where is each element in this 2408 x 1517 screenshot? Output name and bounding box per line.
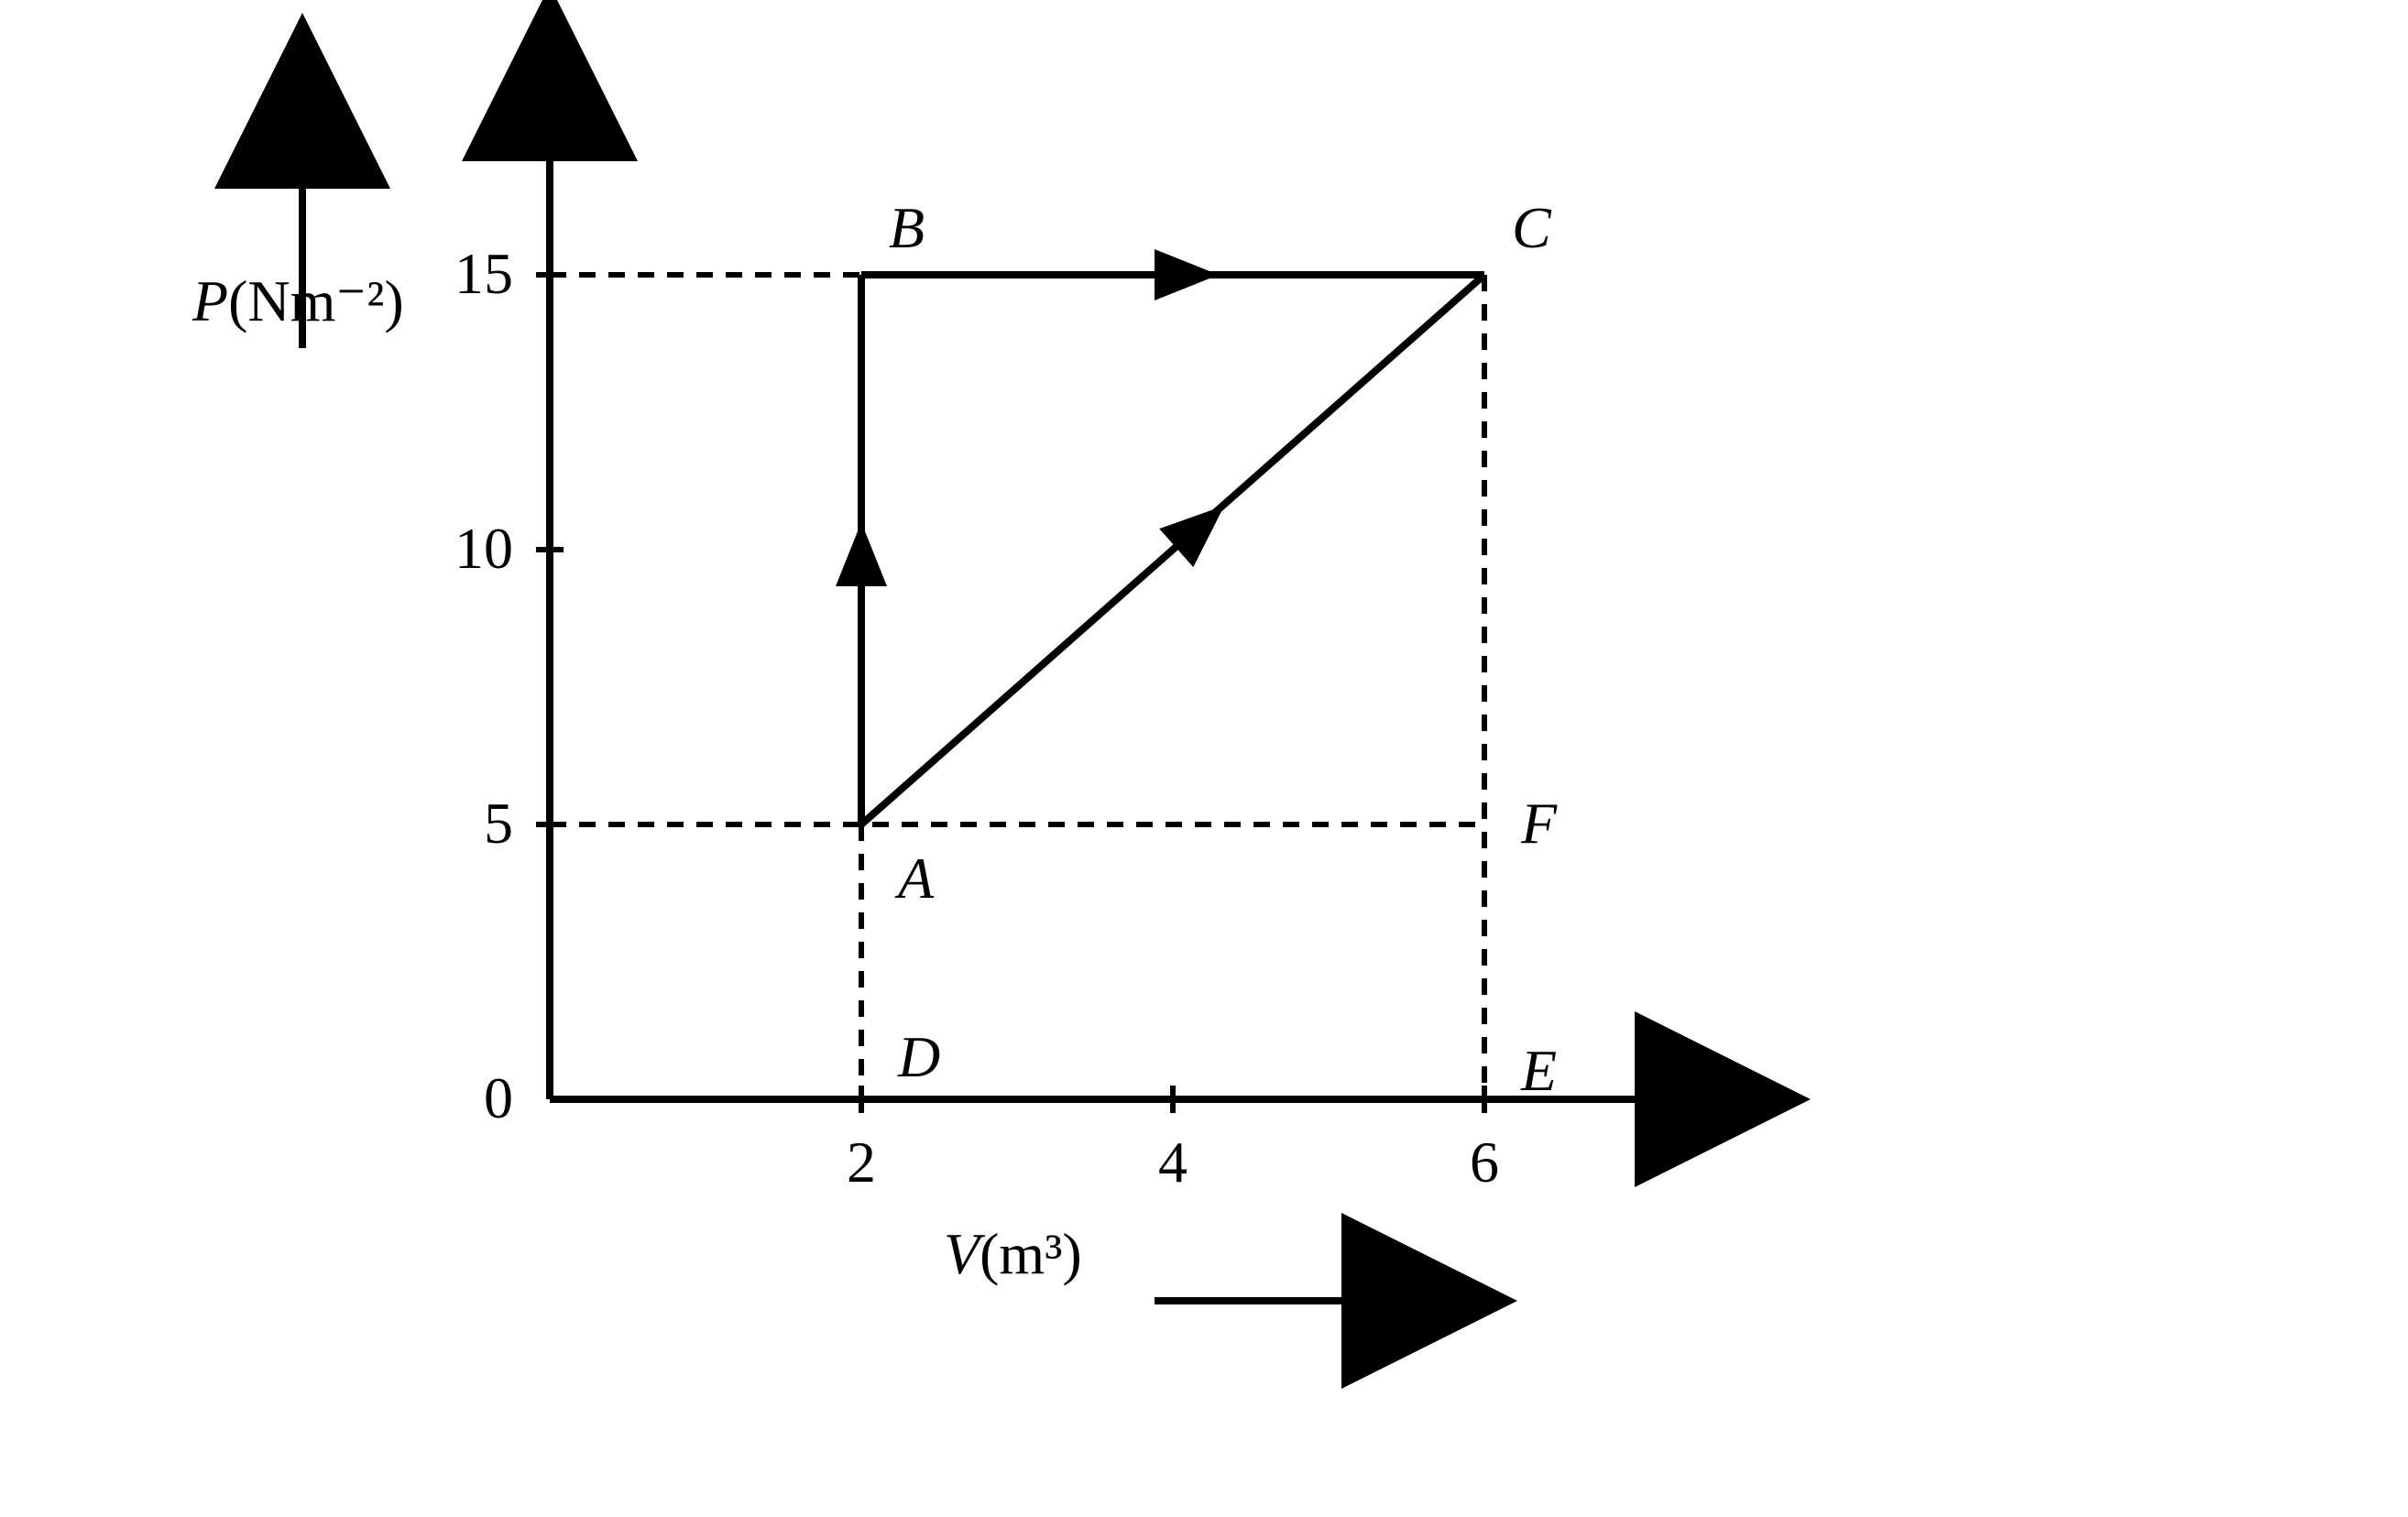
x-tick-label-4: 4 xyxy=(1158,1130,1188,1195)
y-tick-label-0: 0 xyxy=(484,1065,513,1130)
x-axis-label: V(m³) xyxy=(944,1221,1082,1286)
process-AC xyxy=(861,275,1484,824)
label-F: F xyxy=(1520,791,1558,856)
label-C: C xyxy=(1512,195,1552,260)
y-tick-label-5: 5 xyxy=(484,791,513,856)
label-B: B xyxy=(889,195,925,260)
arrow-BC xyxy=(1155,249,1219,300)
label-A: A xyxy=(894,846,935,911)
y-tick-label-10: 10 xyxy=(454,516,513,581)
y-tick-label-15: 15 xyxy=(454,241,513,306)
x-tick-label-2: 2 xyxy=(847,1130,876,1195)
pv-chart: P(Nm⁻²) 0 5 10 15 2 4 6 V(m³) xyxy=(183,92,2199,1420)
label-D: D xyxy=(897,1024,940,1089)
arrow-AB xyxy=(836,522,887,586)
x-tick-label-6: 6 xyxy=(1470,1130,1499,1195)
label-E: E xyxy=(1520,1038,1557,1103)
y-axis-label: P(Nm⁻²) xyxy=(192,268,404,333)
chart-svg: P(Nm⁻²) 0 5 10 15 2 4 6 V(m³) xyxy=(183,92,2199,1420)
